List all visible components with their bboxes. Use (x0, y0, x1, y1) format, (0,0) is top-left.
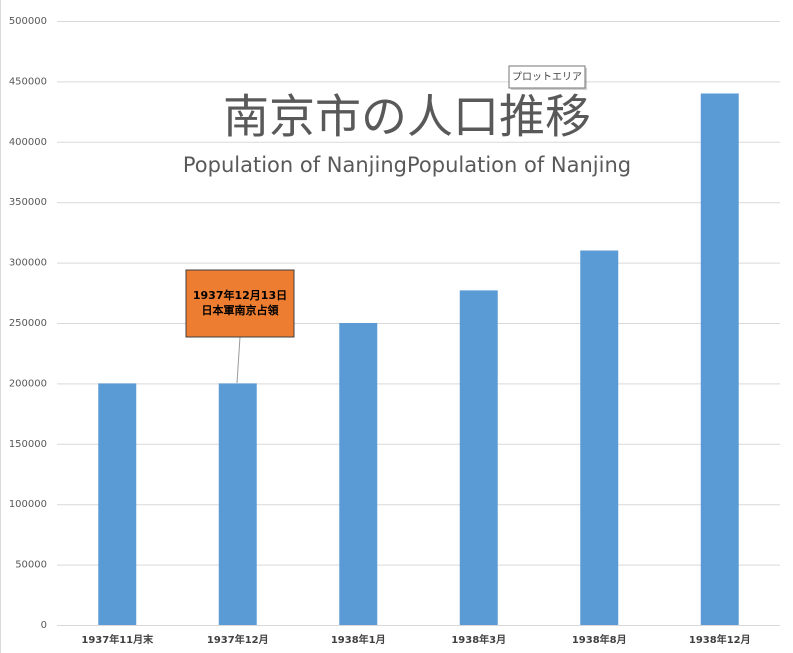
y-tick-label: 300000 (9, 258, 47, 269)
y-tick-label: 150000 (9, 439, 47, 450)
bar (339, 323, 378, 625)
y-tick-label: 100000 (9, 499, 47, 510)
x-tick-label: 1938年8月 (572, 633, 627, 646)
y-tick-label: 50000 (15, 560, 47, 571)
chart-title: 南京市の人口推移 (223, 90, 591, 144)
tooltip (508, 65, 586, 89)
grid (57, 21, 780, 626)
x-tick-label: 1937年12月 (207, 633, 269, 646)
bar (459, 290, 498, 625)
chart-subtitle: Population of NanjingPopulation of Nanji… (183, 153, 631, 177)
annotation-text: 日本軍南京占領 (202, 303, 280, 317)
bar (218, 383, 257, 625)
annotation-leader (236, 336, 241, 384)
y-tick-label: 0 (41, 620, 47, 631)
y-tick-label: 250000 (9, 318, 47, 329)
y-tick-label: 350000 (9, 197, 47, 208)
annotation-text: 1937年12月13日 (193, 288, 287, 302)
x-tick-label: 1938年1月 (331, 633, 386, 646)
bar (98, 383, 137, 625)
bar (580, 250, 619, 625)
annotation-box (185, 269, 295, 338)
y-tick-label: 200000 (9, 378, 47, 389)
y-tick-label: 500000 (9, 16, 47, 27)
x-tick-label: 1937年11月末 (81, 633, 154, 646)
x-tick-label: 1938年12月 (689, 633, 751, 646)
tooltip-text: プロットエリア (512, 71, 582, 83)
bars (98, 93, 739, 626)
x-tick-label: 1938年3月 (451, 633, 506, 646)
y-tick-label: 400000 (9, 137, 47, 148)
bar (700, 93, 739, 626)
y-tick-label: 450000 (9, 76, 47, 87)
